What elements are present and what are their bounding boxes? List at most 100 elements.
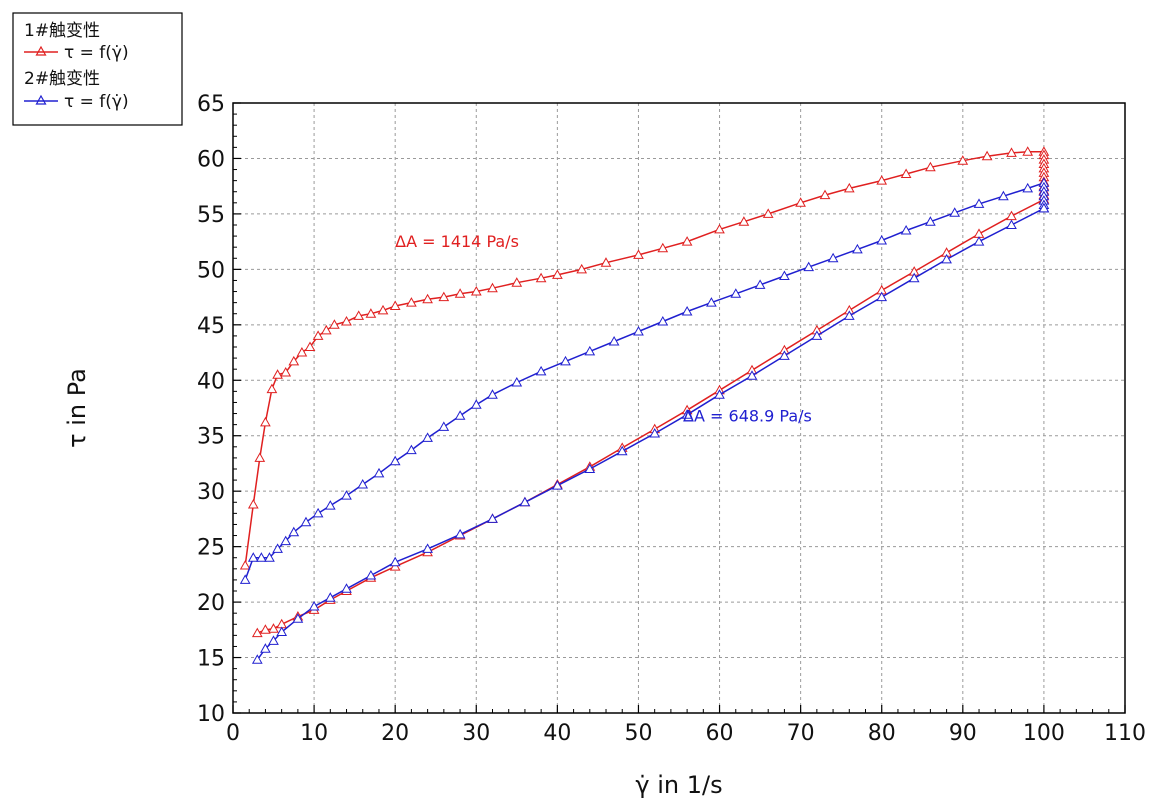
data-point-marker [746, 370, 758, 380]
data-point-marker [633, 325, 644, 336]
data-point-marker [560, 355, 571, 366]
data-point-marker [519, 496, 531, 507]
data-point-marker [487, 282, 498, 293]
data-point-marker [876, 234, 888, 245]
data-point-marker [584, 463, 596, 473]
data-point-marker [365, 308, 377, 318]
area-annotation: ΔA = 648.9 Pa/s [683, 406, 812, 425]
data-point-marker [365, 569, 377, 580]
data-point-marker [438, 421, 450, 431]
data-point-marker [247, 552, 259, 562]
data-point-marker [487, 513, 498, 523]
data-point-marker [272, 543, 283, 553]
data-point-marker [324, 500, 336, 510]
x-tick-label: 90 [949, 721, 977, 746]
data-point-marker [239, 559, 251, 570]
data-point-marker [454, 410, 466, 420]
x-tick-label: 70 [787, 721, 815, 746]
grid [233, 103, 1125, 713]
data-point-marker [552, 480, 563, 490]
data-point-marker [251, 627, 263, 638]
data-point-marker [280, 535, 292, 546]
data-point-marker [576, 263, 588, 274]
y-tick-label: 40 [197, 369, 225, 394]
series-2 [239, 177, 1050, 664]
data-point-marker [608, 335, 620, 346]
plot-area [233, 103, 1125, 713]
data-point-marker [454, 288, 466, 298]
data-point-marker [422, 432, 433, 442]
x-tick-label: 10 [300, 721, 328, 746]
data-point-marker [616, 445, 628, 456]
legend-group-1: 1#触变性 [24, 21, 100, 41]
data-point-marker [256, 552, 267, 562]
data-point-marker [288, 355, 300, 366]
data-point-marker [1006, 147, 1017, 157]
data-point-marker [239, 574, 251, 584]
data-point-marker [779, 350, 790, 360]
data-point-marker [795, 197, 806, 207]
data-point-marker [1022, 146, 1034, 156]
data-point-marker [973, 198, 985, 208]
y-tick-label: 50 [197, 258, 225, 283]
x-tick-label: 30 [462, 721, 490, 746]
data-point-marker [264, 552, 275, 562]
data-point-marker [981, 150, 993, 161]
data-point-marker [925, 216, 936, 226]
data-point-marker [288, 526, 300, 537]
data-point-marker [998, 190, 1009, 201]
data-point-marker [353, 310, 365, 320]
data-point-marker [438, 291, 450, 302]
data-point-marker [260, 643, 271, 653]
data-point-marker [470, 399, 482, 409]
data-point-marker [292, 613, 304, 623]
y-tick-label: 30 [197, 480, 225, 505]
data-point-marker [276, 626, 288, 636]
data-point-marker [900, 224, 912, 235]
data-point-marker [268, 623, 279, 633]
data-point-marker [454, 528, 466, 539]
data-point-marker [266, 383, 278, 394]
y-tick-label: 25 [197, 536, 225, 561]
data-point-marker [600, 257, 612, 267]
data-point-marker [341, 315, 352, 326]
legend-marker-1 [35, 45, 47, 56]
data-point-marker [511, 277, 523, 287]
data-point-marker [406, 297, 417, 307]
data-point-marker [312, 507, 324, 518]
data-point-marker [819, 189, 831, 200]
x-tick-label: 20 [381, 721, 409, 746]
data-point-marker [811, 330, 823, 340]
data-point-marker [357, 478, 369, 489]
data-point-marker [320, 324, 332, 335]
data-point-marker [260, 416, 271, 427]
plot-frame [232, 102, 1126, 714]
data-point-marker [900, 168, 912, 178]
data-point-marker [470, 285, 482, 296]
data-point-marker [272, 369, 283, 379]
data-point-marker [304, 341, 316, 351]
data-point-marker [649, 427, 661, 438]
data-point-marker [511, 376, 523, 387]
data-point-marker [296, 346, 308, 357]
data-point-marker [422, 543, 433, 553]
data-point-marker [389, 300, 401, 310]
data-point-marker [308, 600, 320, 611]
y-tick-label: 55 [197, 203, 225, 228]
data-point-marker [876, 291, 888, 302]
data-point-marker [738, 216, 750, 226]
data-point-marker [1038, 202, 1050, 213]
legend-marker-2 [35, 94, 47, 105]
data-point-marker [341, 583, 352, 593]
legend: 1#触变性 τ = f(γ̇) 2#触变性 τ = f(γ̇) [12, 12, 183, 126]
data-point-marker [300, 516, 312, 527]
x-tick-label: 100 [1023, 721, 1065, 746]
data-point-marker [803, 261, 815, 272]
data-point-marker [681, 305, 693, 316]
x-tick-label: 110 [1104, 721, 1146, 746]
y-tick-label: 15 [197, 647, 225, 672]
legend-group-2: 2#触变性 [24, 69, 100, 89]
data-point-marker [389, 455, 401, 466]
x-tick-label: 60 [706, 721, 734, 746]
data-point-marker [329, 319, 340, 329]
